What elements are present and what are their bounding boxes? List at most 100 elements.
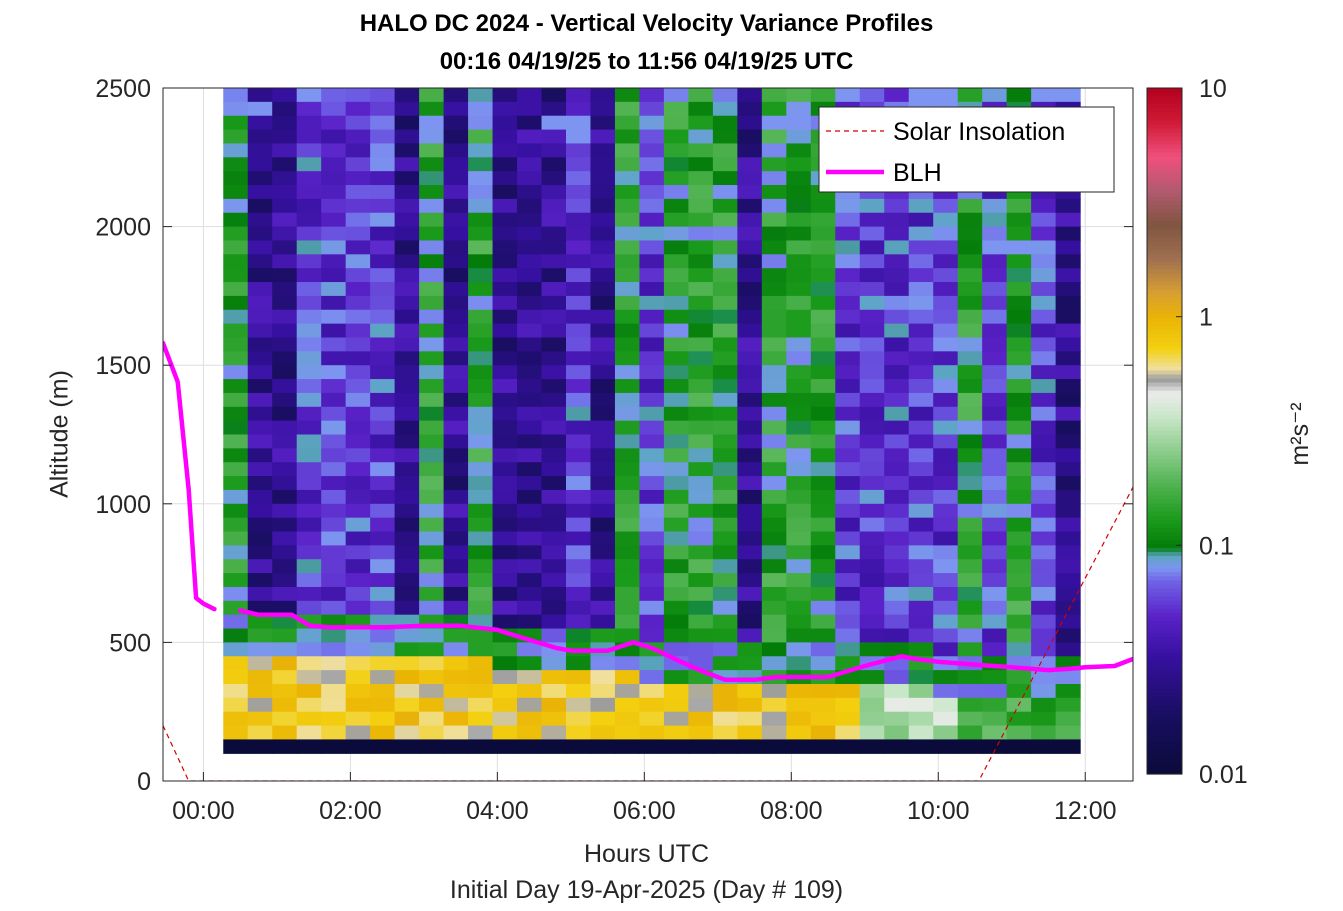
- heatmap-cell: [590, 337, 616, 352]
- heatmap-cell: [492, 586, 518, 602]
- heatmap-cell: [492, 143, 518, 158]
- heatmap-cell: [468, 88, 494, 103]
- heatmap-cell: [394, 573, 420, 588]
- heatmap-cell: [468, 683, 494, 699]
- heatmap-cell: [272, 406, 298, 422]
- heatmap-cell: [712, 323, 738, 339]
- heatmap-cell: [296, 725, 322, 741]
- heatmap-cell: [859, 600, 885, 616]
- heatmap-cell: [639, 711, 665, 727]
- heatmap-cell: [394, 462, 420, 477]
- heatmap-cell: [590, 212, 616, 228]
- heatmap-cell: [541, 683, 567, 699]
- heatmap-cell: [1006, 337, 1032, 352]
- heatmap-cell: [272, 573, 298, 588]
- heatmap-cell: [223, 517, 249, 533]
- heatmap-cell: [565, 129, 592, 145]
- colorbar-segment: [1147, 213, 1182, 218]
- heatmap-cell: [247, 739, 273, 754]
- heatmap-cell: [443, 656, 469, 671]
- heatmap-cell: [1055, 365, 1081, 380]
- heatmap-cell: [492, 365, 518, 380]
- heatmap-cell: [468, 739, 494, 754]
- heatmap-cell: [272, 739, 298, 754]
- heatmap-cell: [663, 531, 689, 546]
- heatmap-cell: [761, 101, 787, 117]
- heatmap-cell: [590, 309, 616, 325]
- heatmap-cell: [321, 198, 347, 214]
- heatmap-cell: [663, 323, 689, 339]
- heatmap-cell: [786, 462, 812, 477]
- heatmap-cell: [419, 628, 445, 643]
- heatmap-cell: [1006, 295, 1032, 311]
- heatmap-cell: [737, 531, 763, 546]
- heatmap-cell: [737, 88, 763, 103]
- heatmap-cell: [908, 420, 934, 436]
- heatmap-cell: [468, 476, 494, 491]
- heatmap-cell: [223, 143, 249, 158]
- heatmap-cell: [884, 697, 910, 713]
- heatmap-cell: [1006, 392, 1032, 408]
- heatmap-cell: [394, 642, 420, 657]
- heatmap-cell: [590, 365, 616, 380]
- heatmap-cell: [712, 129, 738, 145]
- heatmap-cell: [982, 434, 1008, 449]
- heatmap-cell: [443, 462, 469, 477]
- heatmap-cell: [370, 697, 396, 713]
- heatmap-cell: [933, 240, 959, 255]
- heatmap-cell: [394, 434, 420, 449]
- heatmap-cell: [1031, 198, 1057, 214]
- heatmap-cell: [663, 212, 689, 228]
- colorbar-segment: [1147, 229, 1182, 234]
- heatmap-cell: [419, 88, 445, 103]
- heatmap-cell: [810, 392, 836, 408]
- colorbar-segment: [1147, 334, 1182, 339]
- heatmap-cell: [565, 711, 592, 727]
- heatmap-cell: [272, 268, 298, 283]
- heatmap-cell: [761, 642, 787, 657]
- heatmap-cell: [859, 503, 885, 519]
- heatmap-cell: [688, 351, 714, 366]
- heatmap-cell: [223, 586, 249, 602]
- heatmap-cell: [810, 406, 836, 422]
- heatmap-cell: [541, 586, 567, 602]
- y-tick-label: 1000: [95, 491, 151, 519]
- heatmap-cell: [272, 559, 298, 574]
- heatmap-cell: [345, 697, 371, 713]
- heatmap-cell: [835, 88, 861, 103]
- heatmap-cell: [419, 697, 445, 713]
- heatmap-cell: [712, 545, 738, 560]
- heatmap-cell: [1055, 268, 1081, 283]
- heatmap-cell: [517, 600, 543, 616]
- heatmap-cell: [859, 739, 885, 754]
- heatmap-cell: [394, 309, 420, 325]
- heatmap-cell: [933, 406, 959, 422]
- heatmap-cell: [223, 268, 249, 283]
- heatmap-cell: [345, 642, 371, 657]
- heatmap-cell: [884, 600, 910, 616]
- heatmap-cell: [614, 503, 641, 519]
- heatmap-cell: [565, 600, 592, 616]
- heatmap-cell: [957, 198, 983, 214]
- x-tick-label: 08:00: [760, 797, 823, 825]
- heatmap-cell: [321, 462, 347, 477]
- heatmap-cell: [565, 503, 592, 519]
- heatmap-cell: [908, 226, 934, 242]
- heatmap-cell: [663, 406, 689, 422]
- heatmap-cell: [933, 268, 959, 283]
- colorbar-segment: [1147, 221, 1182, 226]
- heatmap-cell: [859, 586, 885, 602]
- heatmap-cell: [712, 489, 738, 505]
- heatmap-cell: [688, 254, 714, 269]
- colorbar-segment: [1147, 414, 1182, 420]
- heatmap-cell: [688, 434, 714, 449]
- heatmap-cell: [345, 185, 371, 200]
- colorbar-segment: [1147, 402, 1182, 408]
- heatmap-cell: [517, 683, 543, 699]
- heatmap-cell: [810, 434, 836, 449]
- heatmap-cell: [761, 517, 787, 533]
- heatmap-cell: [517, 309, 543, 325]
- heatmap-cell: [639, 143, 665, 158]
- heatmap-cell: [541, 489, 567, 505]
